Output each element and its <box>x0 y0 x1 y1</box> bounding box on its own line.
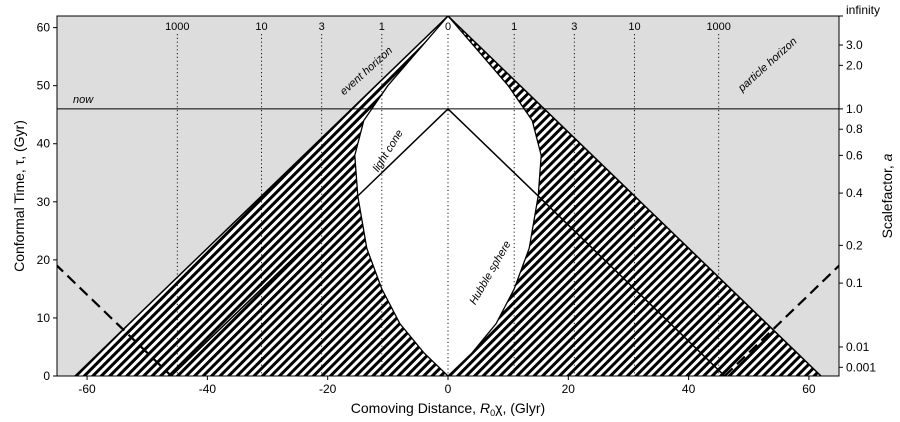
y-axis-label: Conformal Time, τ, (Gyr) <box>11 120 27 272</box>
scalefactor-tick-label: 1.0 <box>846 102 863 116</box>
y2-axis-label: Scalefactor, a <box>879 153 895 238</box>
particle-horizon-left <box>57 264 173 376</box>
x-tick-label: 60 <box>802 382 816 396</box>
x-tick-label: -60 <box>78 382 96 396</box>
event-horizon-line <box>74 16 822 376</box>
redshift-label: 1 <box>511 21 517 33</box>
redshift-label: 1 <box>379 21 385 33</box>
redshift-label: 10 <box>255 21 267 33</box>
x-tick-label: 0 <box>445 382 452 396</box>
redshift-label: 3 <box>319 21 325 33</box>
y-tick-label: 10 <box>37 311 51 325</box>
y-tick-label: 60 <box>37 21 51 35</box>
now-label: now <box>73 94 94 106</box>
scalefactor-tick-label: 0.2 <box>846 238 863 252</box>
hubble-sphere-right <box>447 16 542 376</box>
y-tick-label: 20 <box>37 253 51 267</box>
hubble-sphere-left <box>354 16 449 376</box>
redshift-grid: 1000 10 3 1 0 1 3 10 1000 <box>165 21 731 376</box>
x-tick-label: -20 <box>319 382 337 396</box>
scalefactor-tick-label: 0.6 <box>846 148 863 162</box>
scalefactor-tick-label: infinity <box>846 3 880 17</box>
scalefactor-tick-label: 0.01 <box>846 340 870 354</box>
scalefactor-tick-label: 2.0 <box>846 58 863 72</box>
x-tick-label: 40 <box>682 382 696 396</box>
scalefactor-tick-label: 0.001 <box>846 360 876 374</box>
redshift-label: 3 <box>571 21 577 33</box>
scalefactor-tick-label: 0.8 <box>846 122 863 136</box>
scalefactor-tick-label: 0.4 <box>846 186 863 200</box>
x-tick-label: 20 <box>562 382 576 396</box>
x-axis-label: Comoving Distance, R0χ, (Glyr) <box>351 400 545 418</box>
y-tick-label: 50 <box>37 79 51 93</box>
y-tick-label: 30 <box>37 195 51 209</box>
scalefactor-tick-label: 0.1 <box>846 276 863 290</box>
redshift-label: 0 <box>445 21 451 33</box>
redshift-label: 1000 <box>706 21 730 33</box>
redshift-label: 10 <box>628 21 640 33</box>
particle-horizon-right <box>723 264 839 376</box>
scalefactor-tick-label: 3.0 <box>846 38 863 52</box>
y-tick-label: 40 <box>37 137 51 151</box>
redshift-label: 1000 <box>165 21 189 33</box>
y-tick-label: 0 <box>43 369 50 383</box>
x-tick-label: -40 <box>199 382 217 396</box>
